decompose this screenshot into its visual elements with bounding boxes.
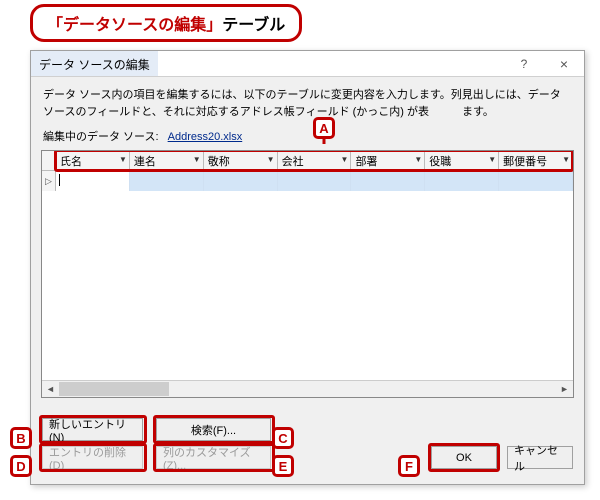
col-keisho[interactable]: 敬称▼: [204, 151, 278, 171]
cell[interactable]: [499, 171, 573, 191]
scroll-thumb[interactable]: [59, 382, 169, 396]
customize-columns-button[interactable]: 列のカスタマイズ(Z)...: [156, 446, 271, 469]
col-zip[interactable]: 郵便番号▼: [499, 151, 573, 171]
cancel-button[interactable]: キャンセル: [507, 446, 573, 469]
cell[interactable]: [56, 171, 130, 191]
close-button[interactable]: ×: [544, 51, 584, 77]
dialog-title: データ ソースの編集: [31, 51, 158, 76]
source-line: 編集中のデータ ソース: Address20.xlsx: [31, 124, 584, 148]
col-company[interactable]: 会社▼: [278, 151, 352, 171]
badge-e: E: [272, 455, 294, 477]
find-button[interactable]: 検索(F)...: [156, 418, 271, 441]
chevron-down-icon[interactable]: ▼: [562, 155, 570, 164]
scroll-track[interactable]: [59, 381, 556, 397]
source-filename: Address20.xlsx: [168, 131, 243, 143]
badge-a: A: [313, 117, 335, 139]
badge-b: B: [10, 427, 32, 449]
title-callout: 「データソースの編集」テーブル: [30, 4, 302, 42]
scroll-left-icon[interactable]: ◄: [42, 381, 59, 397]
table-row[interactable]: ▷: [42, 171, 573, 191]
source-label: 編集中のデータ ソース:: [43, 128, 159, 144]
col-dept[interactable]: 部署▼: [351, 151, 425, 171]
ok-button[interactable]: OK: [431, 446, 497, 469]
chevron-down-icon[interactable]: ▼: [488, 155, 496, 164]
table-header: 氏名▼ 連名▼ 敬称▼ 会社▼ 部署▼ 役職▼ 郵便番号▼: [42, 151, 573, 171]
chevron-down-icon[interactable]: ▼: [267, 155, 275, 164]
edit-datasource-dialog: データ ソースの編集 ? × データ ソース内の項目を編集するには、以下のテーブ…: [30, 50, 585, 485]
cell[interactable]: [130, 171, 204, 191]
new-entry-button[interactable]: 新しいエントリ(N): [42, 418, 143, 441]
scroll-right-icon[interactable]: ►: [556, 381, 573, 397]
delete-entry-button: エントリの削除(D): [42, 446, 143, 469]
instruction-text: データ ソース内の項目を編集するには、以下のテーブルに変更内容を入力します。列見…: [31, 77, 584, 124]
badge-d: D: [10, 455, 32, 477]
col-post[interactable]: 役職▼: [425, 151, 499, 171]
titlebar: データ ソースの編集 ? ×: [31, 51, 584, 77]
help-button[interactable]: ?: [504, 51, 544, 77]
chevron-down-icon[interactable]: ▼: [119, 155, 127, 164]
horizontal-scrollbar[interactable]: ◄ ►: [42, 380, 573, 397]
col-renmei[interactable]: 連名▼: [130, 151, 204, 171]
cell[interactable]: [278, 171, 352, 191]
cell[interactable]: [351, 171, 425, 191]
callout-red: 「データソースの編集」: [47, 17, 222, 34]
badge-f: F: [398, 455, 420, 477]
callout-black: テーブル: [222, 17, 285, 34]
chevron-down-icon[interactable]: ▼: [414, 155, 422, 164]
data-table: 氏名▼ 連名▼ 敬称▼ 会社▼ 部署▼ 役職▼ 郵便番号▼ ▷ ◄ ►: [41, 150, 574, 398]
row-handle[interactable]: ▷: [42, 171, 56, 191]
chevron-down-icon[interactable]: ▼: [341, 155, 349, 164]
badge-c: C: [272, 427, 294, 449]
cell[interactable]: [425, 171, 499, 191]
rowheader-corner: [42, 151, 56, 171]
button-area: 新しいエントリ(N) 検索(F)... エントリの削除(D) 列のカスタマイズ(…: [41, 414, 574, 474]
chevron-down-icon[interactable]: ▼: [193, 155, 201, 164]
cell[interactable]: [204, 171, 278, 191]
col-name[interactable]: 氏名▼: [56, 151, 130, 171]
